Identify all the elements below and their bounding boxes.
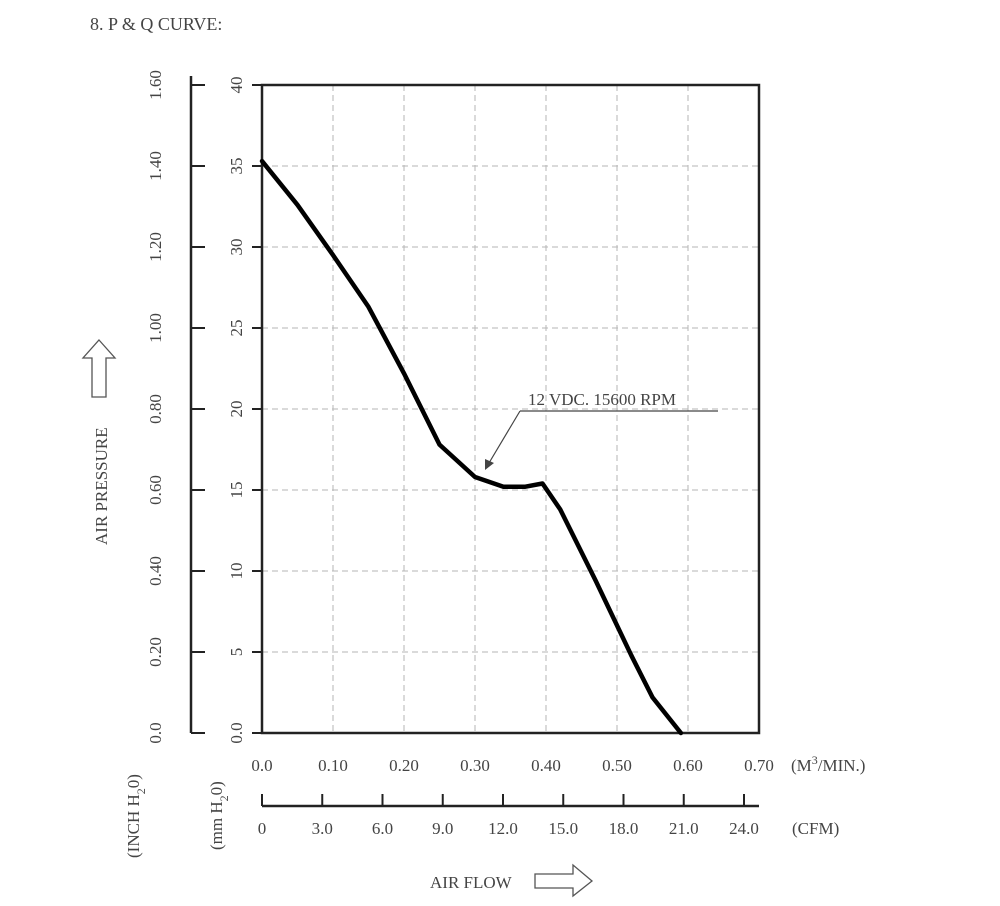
x-axis-title: AIR FLOW bbox=[430, 873, 513, 892]
mm-tick-label: 10 bbox=[227, 563, 246, 580]
mm-tick-label: 5 bbox=[227, 648, 246, 657]
m3-tick-label: 0.60 bbox=[673, 756, 703, 775]
mm-tick-label: 25 bbox=[227, 320, 246, 337]
inch-tick-label: 0.80 bbox=[146, 394, 165, 424]
inch-tick-label: 0.20 bbox=[146, 637, 165, 667]
inch-tick-label: 1.00 bbox=[146, 313, 165, 343]
annotation-arrowhead bbox=[485, 459, 494, 470]
mm-tick-label: 15 bbox=[227, 482, 246, 499]
m3-tick-label: 0.70 bbox=[744, 756, 774, 775]
m3-tick-label: 0.40 bbox=[531, 756, 561, 775]
y-unit-mm: (mm H20) bbox=[207, 781, 231, 850]
cfm-tick-label: 21.0 bbox=[669, 819, 699, 838]
mm-axis-ticks: 0.0 5 10 15 20 25 30 35 40 bbox=[227, 77, 262, 744]
inch-tick-label: 1.60 bbox=[146, 70, 165, 100]
y-unit-inch: (INCH H20) bbox=[124, 774, 148, 858]
mm-tick-label: 40 bbox=[227, 77, 246, 94]
inch-tick-label: 1.40 bbox=[146, 151, 165, 181]
svg-text:(mm H20): (mm H20) bbox=[207, 781, 231, 850]
y-axis-title: AIR PRESSURE bbox=[92, 427, 111, 545]
cfm-axis-ticks: 0 3.0 6.0 9.0 12.0 15.0 18.0 21.0 24.0 bbox=[258, 794, 759, 838]
inch-axis-ticks: 0.0 0.20 0.40 0.60 0.80 1.00 1.20 1.40 1.60 bbox=[146, 70, 205, 744]
pq-curve-series bbox=[259, 158, 684, 736]
cfm-tick-label: 6.0 bbox=[372, 819, 393, 838]
m3-tick-label: 0.50 bbox=[602, 756, 632, 775]
cfm-tick-label: 0 bbox=[258, 819, 267, 838]
inch-tick-label: 0.60 bbox=[146, 475, 165, 505]
inch-tick-label: 1.20 bbox=[146, 232, 165, 262]
series-label: 12 VDC. 15600 RPM bbox=[528, 390, 676, 409]
m3-tick-label: 0.10 bbox=[318, 756, 348, 775]
svg-text:(INCH H20): (INCH H20) bbox=[124, 774, 148, 858]
series-annotation: 12 VDC. 15600 RPM bbox=[485, 390, 718, 470]
m3-axis-ticks: 0.0 0.10 0.20 0.30 0.40 0.50 0.60 0.70 bbox=[251, 756, 774, 775]
m3-tick-label: 0.20 bbox=[389, 756, 419, 775]
section-title: 8. P & Q CURVE: bbox=[90, 14, 222, 34]
cfm-tick-label: 15.0 bbox=[548, 819, 578, 838]
mm-tick-label: 0.0 bbox=[227, 722, 246, 743]
cfm-tick-label: 12.0 bbox=[488, 819, 518, 838]
cfm-tick-label: 18.0 bbox=[609, 819, 639, 838]
cfm-tick-label: 9.0 bbox=[432, 819, 453, 838]
cfm-tick-label: 3.0 bbox=[312, 819, 333, 838]
grid-lines bbox=[262, 85, 759, 733]
mm-tick-label: 30 bbox=[227, 239, 246, 256]
annotation-pointer bbox=[488, 410, 521, 464]
m3-tick-label: 0.30 bbox=[460, 756, 490, 775]
x-unit-m3min: (M3/MIN.) bbox=[791, 753, 865, 775]
x-unit-cfm: (CFM) bbox=[792, 819, 839, 838]
inch-tick-label: 0.0 bbox=[146, 722, 165, 743]
up-arrow-icon bbox=[81, 339, 117, 398]
m3-tick-label: 0.0 bbox=[251, 756, 272, 775]
mm-tick-label: 20 bbox=[227, 401, 246, 418]
cfm-tick-label: 24.0 bbox=[729, 819, 759, 838]
mm-tick-label: 35 bbox=[227, 158, 246, 175]
right-arrow-icon bbox=[534, 863, 594, 898]
inch-tick-label: 0.40 bbox=[146, 556, 165, 586]
